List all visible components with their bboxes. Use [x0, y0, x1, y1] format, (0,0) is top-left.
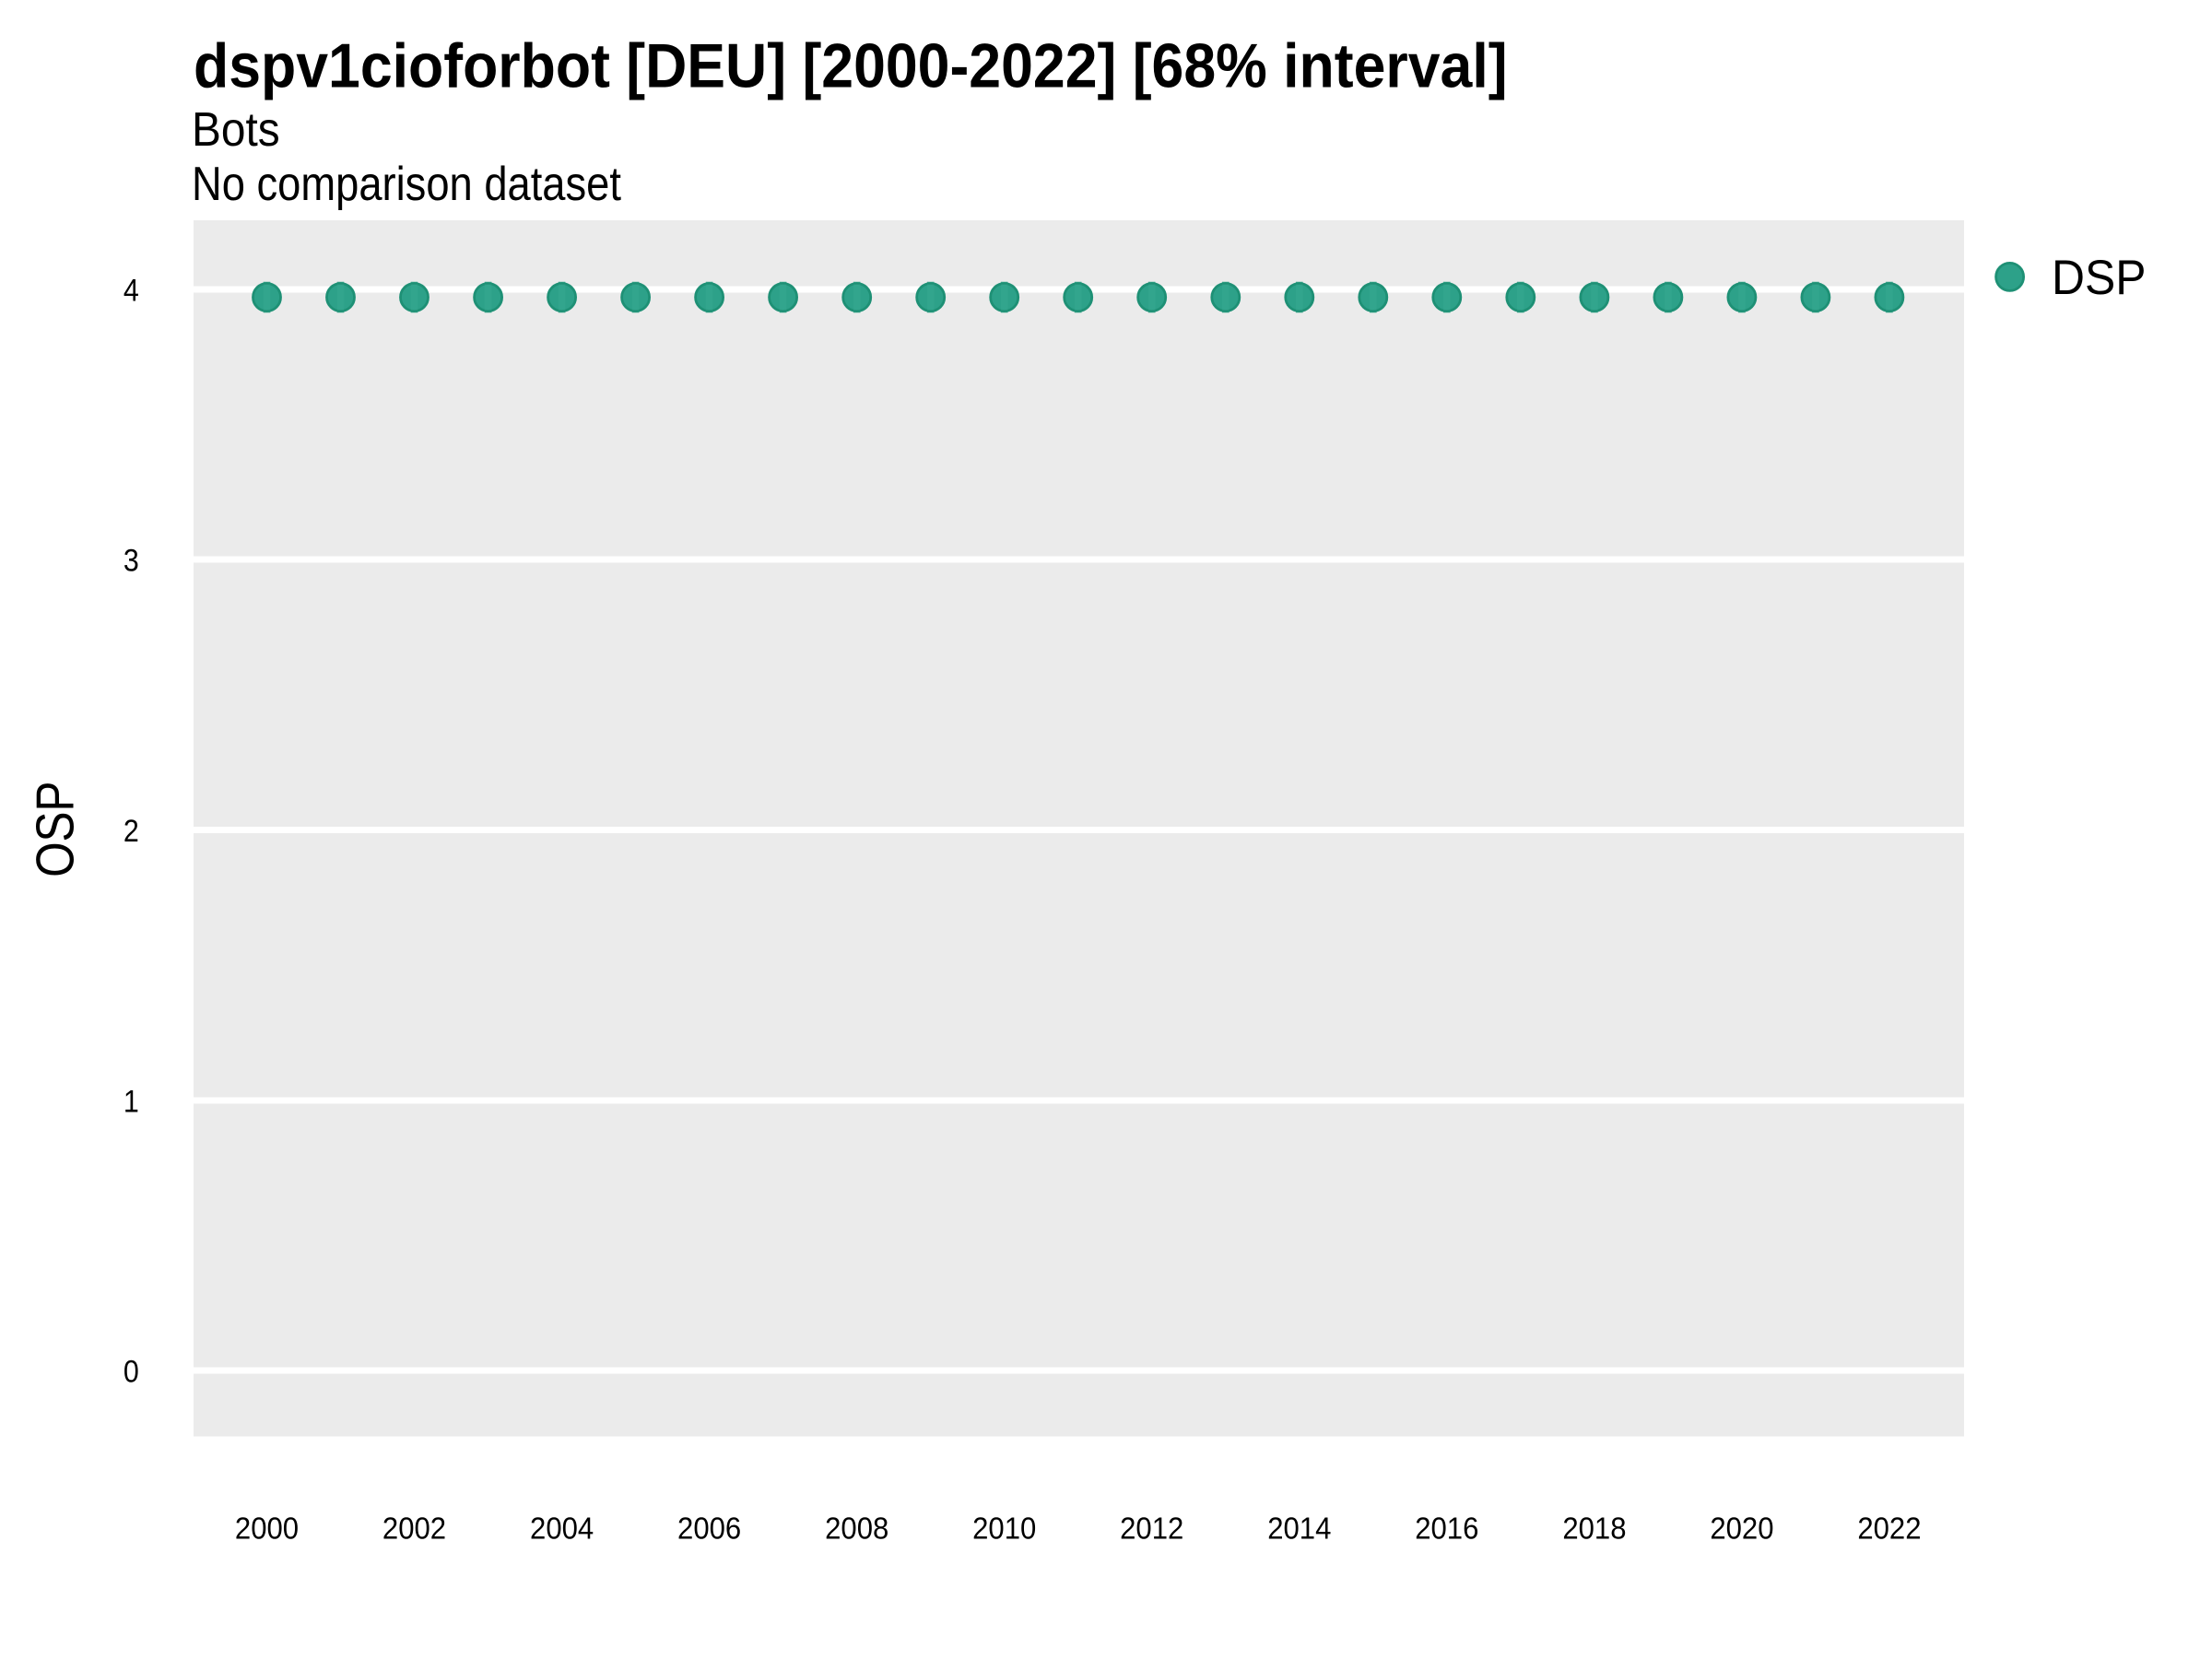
- svg-text:0: 0: [124, 1354, 139, 1389]
- svg-text:OSP: OSP: [26, 781, 85, 877]
- svg-text:dspv1cioforbot [DEU] [2000-202: dspv1cioforbot [DEU] [2000-2022] [68% in…: [194, 30, 1508, 100]
- svg-text:2020: 2020: [1710, 1511, 1773, 1545]
- svg-text:2010: 2010: [972, 1511, 1036, 1545]
- svg-text:2006: 2006: [677, 1511, 741, 1545]
- svg-text:2: 2: [124, 814, 139, 849]
- svg-text:No comparison dataset: No comparison dataset: [192, 159, 621, 211]
- svg-text:2008: 2008: [825, 1511, 888, 1545]
- svg-text:2022: 2022: [1857, 1511, 1921, 1545]
- svg-text:2002: 2002: [382, 1511, 446, 1545]
- svg-text:2016: 2016: [1415, 1511, 1478, 1545]
- svg-text:2000: 2000: [235, 1511, 299, 1545]
- svg-text:4: 4: [124, 273, 139, 308]
- svg-text:2018: 2018: [1562, 1511, 1626, 1545]
- svg-text:1: 1: [124, 1084, 139, 1119]
- svg-text:2012: 2012: [1120, 1511, 1183, 1545]
- svg-text:Bots: Bots: [192, 102, 280, 156]
- svg-text:DSP: DSP: [2052, 249, 2146, 304]
- svg-text:3: 3: [124, 543, 139, 578]
- svg-text:2004: 2004: [530, 1511, 594, 1545]
- svg-text:2014: 2014: [1267, 1511, 1331, 1545]
